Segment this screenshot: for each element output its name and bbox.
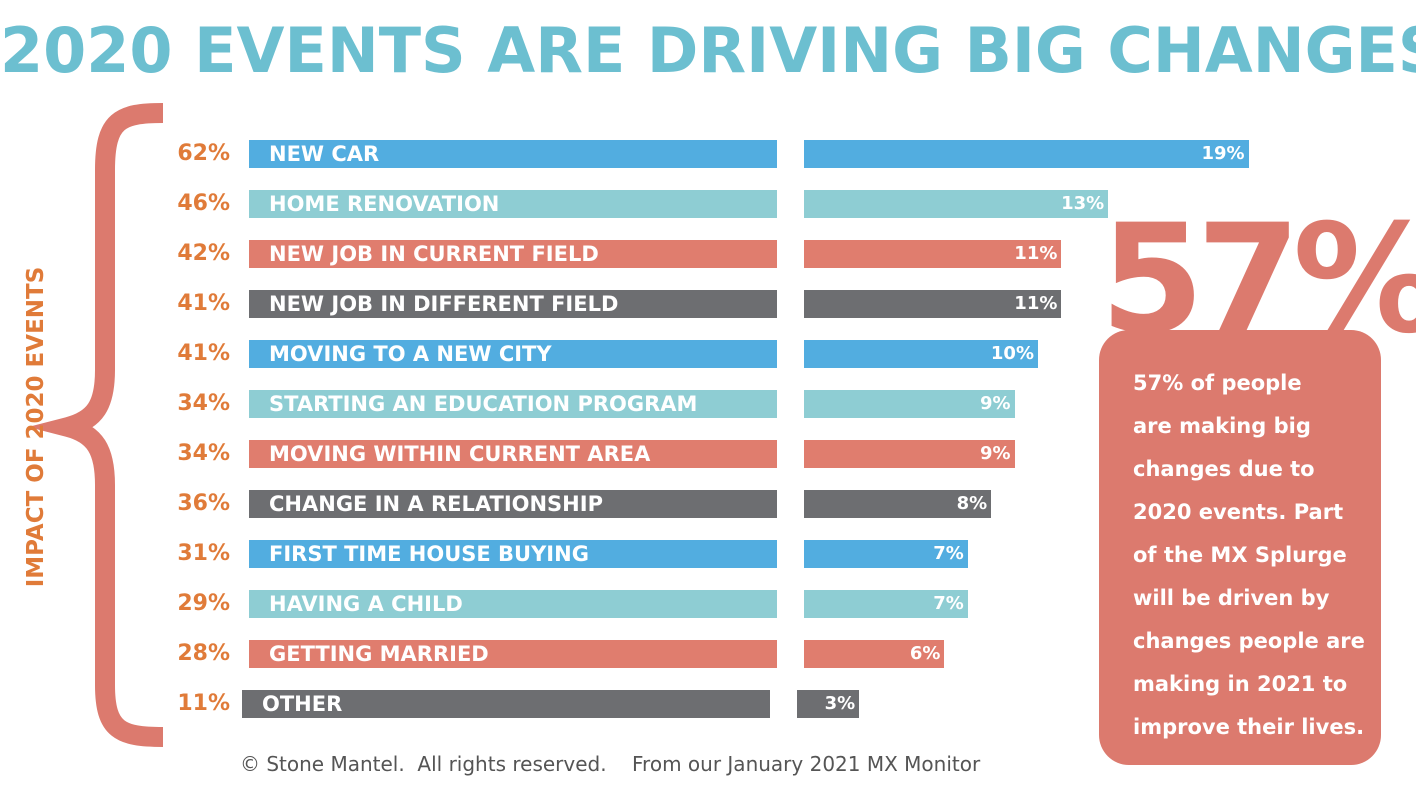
value-bar: 3%: [797, 690, 860, 718]
callout-line: will be driven by: [1133, 586, 1330, 610]
category-bar: FIRST TIME HOUSE BUYING: [249, 540, 777, 568]
impact-label: 46%: [177, 191, 230, 216]
impact-label: 34%: [177, 391, 230, 416]
category-bar: OTHER: [242, 690, 770, 718]
footer-copyright: © Stone Mantel. All rights reserved. Fro…: [240, 752, 981, 776]
callout-line: are making big: [1133, 414, 1311, 438]
callout-line: changes people are: [1133, 629, 1365, 653]
big-stat: 57%: [1100, 205, 1416, 335]
impact-label: 31%: [177, 541, 230, 566]
value-bar: 11%: [804, 290, 1062, 318]
callout-line: of the MX Splurge: [1133, 543, 1347, 567]
callout-line: 57% of people: [1133, 371, 1302, 395]
impact-label: 62%: [177, 141, 230, 166]
value-bar: 11%: [804, 240, 1062, 268]
value-bar: 7%: [804, 590, 968, 618]
page-title: 2020 EVENTS ARE DRIVING BIG CHANGES: [0, 14, 1416, 87]
brace-icon: [28, 103, 164, 747]
category-bar: MOVING WITHIN CURRENT AREA: [249, 440, 777, 468]
impact-label: 42%: [177, 241, 230, 266]
value-bar: 7%: [804, 540, 968, 568]
callout-line: making in 2021 to: [1133, 672, 1348, 696]
value-bar: 13%: [804, 190, 1109, 218]
callout-line: 2020 events. Part: [1133, 500, 1344, 524]
value-bar: 9%: [804, 390, 1015, 418]
callout-line: improve their lives.: [1133, 715, 1365, 739]
callout-line: changes due to: [1133, 457, 1315, 481]
y-axis-label: IMPACT OF 2020 EVENTS: [23, 266, 49, 588]
category-bar: HOME RENOVATION: [249, 190, 777, 218]
value-bar: 8%: [804, 490, 992, 518]
category-bar: STARTING AN EDUCATION PROGRAM: [249, 390, 777, 418]
value-bar: 19%: [804, 140, 1249, 168]
value-bar: 10%: [804, 340, 1038, 368]
callout-box: 57% of people are making big changes due t…: [1099, 330, 1381, 765]
value-bar: 6%: [804, 640, 945, 668]
category-bar: HAVING A CHILD: [249, 590, 777, 618]
category-bar: MOVING TO A NEW CITY: [249, 340, 777, 368]
impact-label: 29%: [177, 591, 230, 616]
impact-label: 41%: [177, 291, 230, 316]
value-bar: 9%: [804, 440, 1015, 468]
category-bar: CHANGE IN A RELATIONSHIP: [249, 490, 777, 518]
category-bar: GETTING MARRIED: [249, 640, 777, 668]
impact-label: 28%: [177, 641, 230, 666]
impact-label: 36%: [177, 491, 230, 516]
impact-label: 41%: [177, 341, 230, 366]
category-bar: NEW CAR: [249, 140, 777, 168]
category-bar: NEW JOB IN CURRENT FIELD: [249, 240, 777, 268]
category-bar: NEW JOB IN DIFFERENT FIELD: [249, 290, 777, 318]
impact-label: 11%: [177, 691, 230, 716]
impact-label: 34%: [177, 441, 230, 466]
